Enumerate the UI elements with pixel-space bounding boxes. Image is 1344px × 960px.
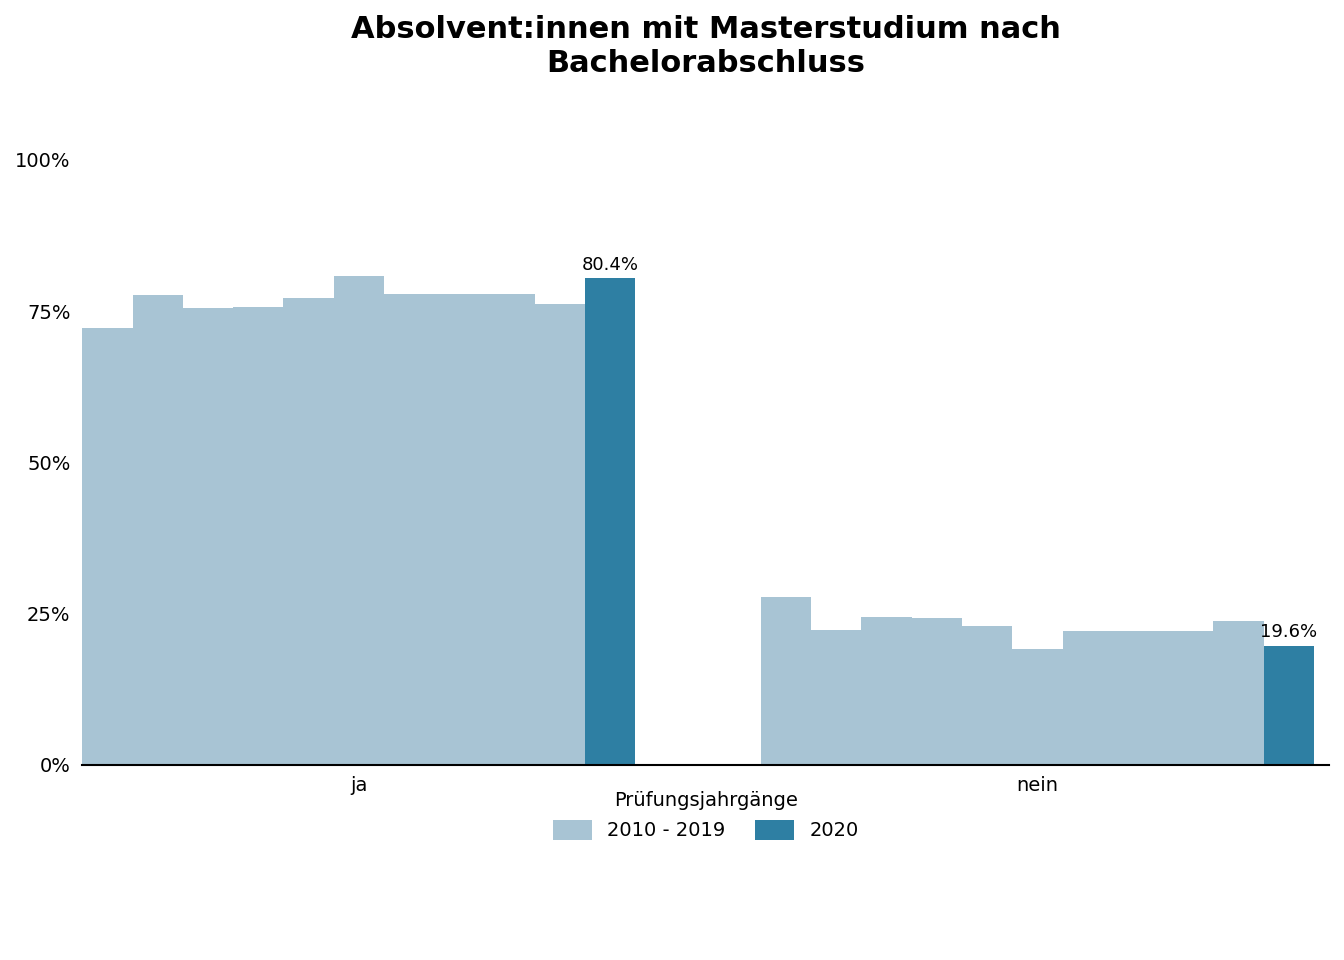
Bar [133, 295, 183, 765]
Text: 80.4%: 80.4% [582, 255, 638, 274]
Bar [484, 294, 535, 765]
Bar [812, 630, 862, 765]
Bar [862, 616, 911, 765]
Bar [535, 304, 585, 765]
Bar [585, 278, 636, 765]
Bar [233, 307, 284, 765]
Bar [384, 294, 434, 765]
Bar [1214, 621, 1263, 765]
Bar [82, 328, 133, 765]
Bar [1163, 631, 1214, 765]
Bar [284, 299, 333, 765]
Title: Absolvent:innen mit Masterstudium nach
Bachelorabschluss: Absolvent:innen mit Masterstudium nach B… [351, 15, 1060, 78]
Bar [183, 308, 233, 765]
Bar [761, 597, 812, 765]
Bar [434, 294, 484, 765]
Bar [911, 618, 962, 765]
Bar [333, 276, 384, 765]
Bar [962, 626, 1012, 765]
Bar [1263, 646, 1314, 765]
Bar [1012, 649, 1063, 765]
Legend: 2010 - 2019, 2020: 2010 - 2019, 2020 [546, 783, 867, 849]
Text: 19.6%: 19.6% [1261, 623, 1317, 641]
Bar [1063, 631, 1113, 765]
Bar [1113, 631, 1163, 765]
